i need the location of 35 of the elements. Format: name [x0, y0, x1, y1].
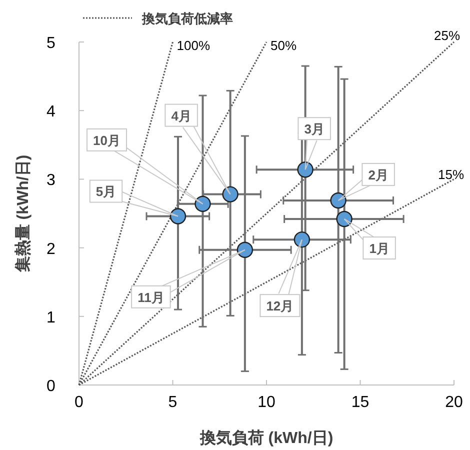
annotation: 3月	[304, 122, 324, 137]
annotation: 4月	[171, 108, 192, 124]
y-tick-label: 3	[46, 172, 56, 190]
annotation: 15%	[438, 167, 464, 182]
y-axis-title: 集熱量 (kWh/日)	[14, 154, 32, 274]
x-tick-label: 5	[168, 394, 178, 411]
legend-label: 換気負荷低減率	[141, 11, 233, 26]
legend: 換気負荷低減率	[83, 11, 233, 26]
annotation: 2月	[368, 167, 388, 182]
y-tick-label: 2	[46, 240, 56, 258]
x-tick-label: 20	[445, 394, 463, 411]
annotation: 25%	[434, 28, 460, 43]
annotation: 10月	[86, 128, 127, 152]
annotation: 5月	[96, 184, 116, 200]
x-tick-label: 10	[258, 394, 276, 411]
x-tick-label: 15	[351, 394, 370, 411]
annotation: 11月	[131, 285, 171, 308]
annotation: 4月	[164, 104, 198, 127]
y-tick-label: 4	[46, 104, 56, 121]
annotation: 12月	[260, 294, 300, 318]
x-axis-title: 換気負荷 (kWh/日)	[198, 429, 334, 447]
x-tick-label: 0	[74, 394, 84, 411]
annotation: 2月	[362, 162, 395, 186]
y-tick-label: 0	[46, 378, 56, 395]
annotation: 5月	[89, 180, 123, 203]
annotation: 1月	[362, 236, 396, 260]
annotation: 1月	[369, 240, 390, 256]
annotation: 3月	[298, 117, 331, 140]
annotation: 12月	[266, 298, 294, 314]
annotation: 11月	[138, 290, 164, 305]
annotation: 100%	[176, 38, 210, 53]
annotation: 10月	[93, 132, 120, 148]
y-tick-label: 5	[46, 35, 56, 52]
annotation: 50%	[270, 38, 297, 53]
y-tick-label: 1	[46, 309, 56, 326]
